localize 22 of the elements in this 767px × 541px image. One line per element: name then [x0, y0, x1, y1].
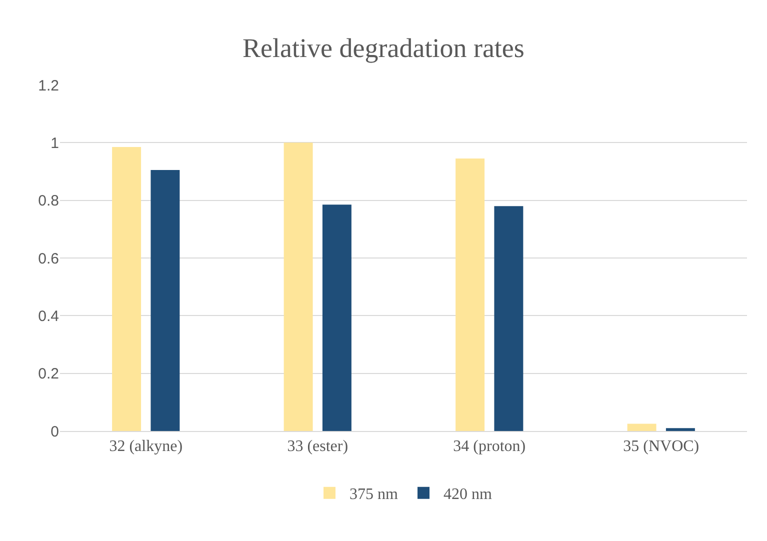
y-tick-label: 1.2: [38, 77, 59, 94]
bar: [627, 424, 656, 431]
bar: [150, 170, 180, 431]
y-tick-label: 0.8: [38, 192, 59, 210]
x-tick-label: 34 (proton): [453, 438, 526, 456]
chart-title: Relative degradation rates: [242, 32, 524, 63]
bar: [456, 158, 485, 431]
x-tick-label: 35 (NVOC): [623, 438, 700, 456]
y-tick-label: 0.2: [38, 366, 59, 383]
y-tick-label: 1: [50, 134, 59, 152]
bar: [284, 142, 313, 431]
bar: [666, 428, 695, 431]
x-tick-label: 33 (ester): [287, 438, 348, 456]
y-tick-label: 0.6: [38, 250, 59, 268]
bar: [112, 146, 142, 431]
y-tick-label: 0.4: [38, 308, 59, 325]
x-tick-label: 32 (alkyne): [109, 438, 183, 456]
bar: [494, 206, 524, 431]
bar: [322, 204, 352, 431]
legend-label: 420 nm: [444, 486, 492, 504]
legend-label: 375 nm: [350, 486, 398, 504]
y-tick-label: 0: [50, 423, 59, 440]
